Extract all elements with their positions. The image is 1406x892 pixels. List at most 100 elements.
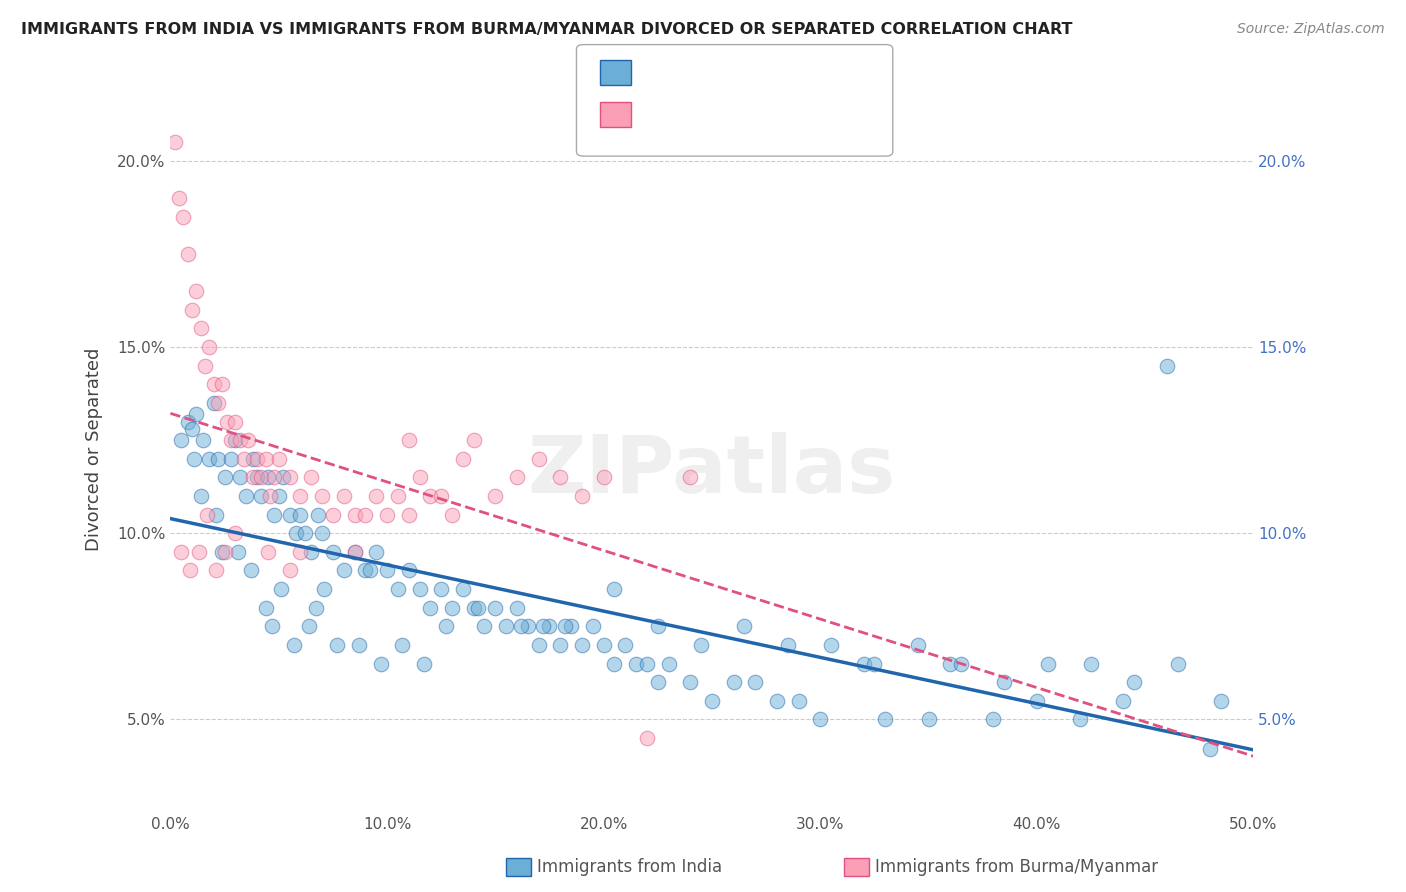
Point xyxy=(451,451,474,466)
Point xyxy=(257,470,280,484)
Point xyxy=(186,284,208,298)
Point xyxy=(647,619,669,633)
Point xyxy=(322,545,344,559)
Point xyxy=(820,638,842,652)
Point xyxy=(1025,694,1047,708)
Point xyxy=(211,377,233,392)
Point xyxy=(495,619,517,633)
Point xyxy=(467,600,489,615)
Point xyxy=(506,600,529,615)
Point xyxy=(170,433,193,447)
Point xyxy=(531,619,554,633)
Point xyxy=(290,489,312,503)
Text: Immigrants from Burma/Myanmar: Immigrants from Burma/Myanmar xyxy=(875,858,1157,876)
Point xyxy=(1080,657,1102,671)
Point xyxy=(354,508,377,522)
Point xyxy=(939,657,962,671)
Point xyxy=(257,545,280,559)
Point xyxy=(304,600,326,615)
Point xyxy=(387,489,409,503)
Point xyxy=(787,694,810,708)
Point xyxy=(527,451,550,466)
Point xyxy=(219,451,242,466)
Point xyxy=(1199,742,1222,756)
Text: Source: ZipAtlas.com: Source: ZipAtlas.com xyxy=(1237,22,1385,37)
Point xyxy=(187,545,209,559)
Text: Immigrants from India: Immigrants from India xyxy=(537,858,723,876)
Point xyxy=(875,713,897,727)
Point xyxy=(538,619,561,633)
Point xyxy=(233,451,256,466)
Point xyxy=(214,545,236,559)
Text: -0.633: -0.633 xyxy=(673,63,733,81)
Point xyxy=(177,415,200,429)
Point xyxy=(907,638,929,652)
Point xyxy=(267,489,290,503)
Point xyxy=(254,451,277,466)
Point xyxy=(408,470,430,484)
Point xyxy=(259,489,281,503)
Point xyxy=(207,396,229,410)
Point xyxy=(229,433,252,447)
Point xyxy=(550,638,572,652)
Point xyxy=(343,508,366,522)
Point xyxy=(183,451,205,466)
Point xyxy=(311,526,333,541)
Point xyxy=(198,340,221,354)
Point xyxy=(592,638,614,652)
Point xyxy=(1036,657,1059,671)
Point xyxy=(571,489,593,503)
Point xyxy=(624,657,647,671)
Point xyxy=(167,191,190,205)
Point xyxy=(571,638,593,652)
Point xyxy=(214,470,236,484)
Point xyxy=(550,470,572,484)
Point xyxy=(993,675,1015,690)
Text: R =: R = xyxy=(640,63,676,81)
Point xyxy=(1167,657,1189,671)
Point xyxy=(294,526,316,541)
Text: N =: N = xyxy=(727,63,763,81)
Point xyxy=(290,545,312,559)
Point xyxy=(205,508,228,522)
Point xyxy=(298,619,321,633)
Point xyxy=(354,564,377,578)
Point xyxy=(949,657,972,671)
Point xyxy=(186,407,208,421)
Point xyxy=(700,694,723,708)
Point xyxy=(603,657,626,671)
Point xyxy=(172,210,194,224)
Point xyxy=(246,470,269,484)
Point xyxy=(744,675,766,690)
Point xyxy=(271,470,294,484)
Point xyxy=(299,470,322,484)
Point xyxy=(332,489,354,503)
Point xyxy=(242,451,264,466)
Point xyxy=(510,619,533,633)
Point xyxy=(322,508,344,522)
Point xyxy=(603,582,626,596)
Point xyxy=(278,508,301,522)
Point xyxy=(202,377,225,392)
Point xyxy=(224,433,246,447)
Point xyxy=(177,247,200,261)
Point xyxy=(412,657,434,671)
Text: R =: R = xyxy=(640,105,676,123)
Point xyxy=(440,508,463,522)
Point xyxy=(366,489,388,503)
Point xyxy=(246,451,269,466)
Point xyxy=(387,582,409,596)
Point xyxy=(263,508,285,522)
Point xyxy=(776,638,799,652)
Point xyxy=(290,508,312,522)
Point xyxy=(229,470,252,484)
Point xyxy=(408,582,430,596)
Point xyxy=(311,489,333,503)
Point xyxy=(239,564,262,578)
Point xyxy=(207,451,229,466)
Point xyxy=(343,545,366,559)
Point xyxy=(398,508,420,522)
Text: IMMIGRANTS FROM INDIA VS IMMIGRANTS FROM BURMA/MYANMAR DIVORCED OR SEPARATED COR: IMMIGRANTS FROM INDIA VS IMMIGRANTS FROM… xyxy=(21,22,1073,37)
Point xyxy=(238,433,260,447)
Point xyxy=(181,422,204,436)
